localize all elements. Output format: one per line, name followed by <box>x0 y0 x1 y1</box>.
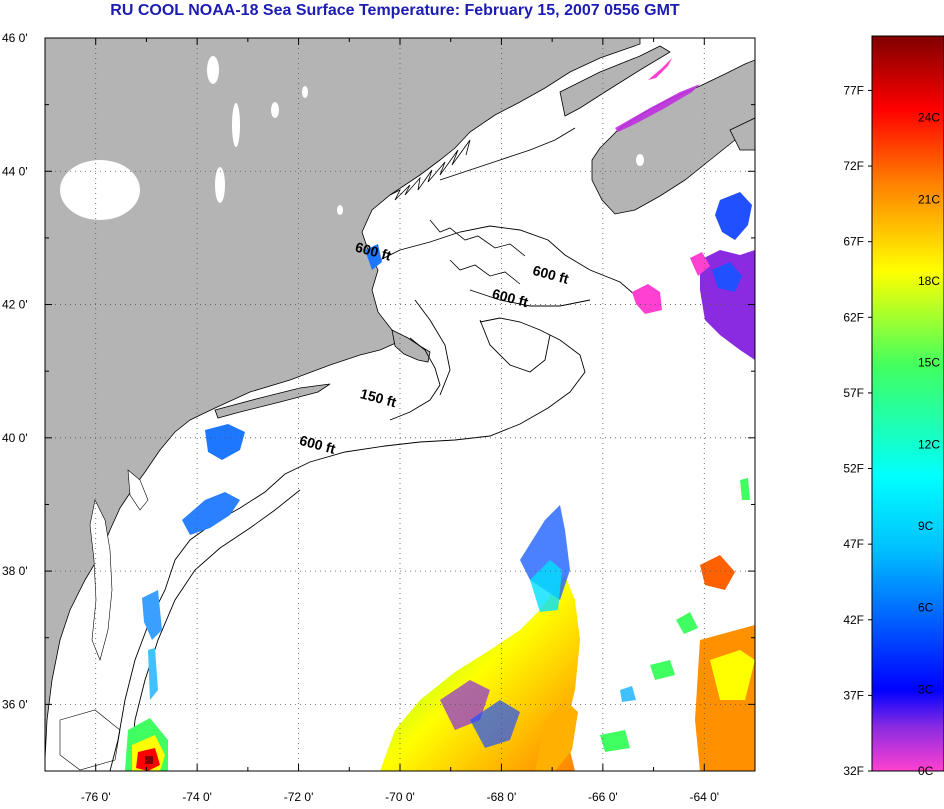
celsius-label: 6C <box>918 601 934 615</box>
longitude-labels: -76 0' -74 0' -72 0' -70 0' -68 0' -66 0' -64 … <box>81 790 719 804</box>
long-island <box>214 383 331 419</box>
fahrenheit-label: 77F <box>843 83 864 97</box>
map-area <box>45 38 755 771</box>
lon-label: -72 0' <box>284 790 314 804</box>
map-title: RU COOL NOAA-18 Sea Surface Temperature:… <box>110 2 680 19</box>
celsius-label: 24C <box>918 111 940 125</box>
fahrenheit-label: 52F <box>843 462 864 476</box>
temperature-color-scale: 77F 72F 67F 62F 57F 52F 47F 42F 37F 32F 24C 21C 18C… <box>843 35 944 778</box>
axis-ticks <box>44 37 756 772</box>
grid-lines <box>45 38 755 771</box>
sst-patch-nj-shelf <box>182 492 240 535</box>
pamlico-sound <box>59 709 121 771</box>
celsius-label: 0C <box>918 764 934 778</box>
celsius-label: 12C <box>918 437 940 451</box>
lon-label: -74 0' <box>182 790 212 804</box>
color-bar <box>871 35 944 772</box>
celsius-label: 15C <box>918 356 940 370</box>
lat-label: 36 0' <box>2 697 28 711</box>
lat-label: 38 0' <box>2 564 28 578</box>
sst-patch-georges-magenta <box>632 284 662 314</box>
sst-patch-virginia <box>142 590 162 640</box>
latitude-labels: 46 0' 44 0' 42 0' 40 0' 38 0' 36 0' <box>2 31 28 711</box>
fahrenheit-label: 72F <box>843 159 864 173</box>
sst-map[interactable]: 46 0' 44 0' 42 0' 40 0' 38 0' 36 0' -76 0' -74… <box>0 0 790 809</box>
sst-patches <box>125 58 755 771</box>
fahrenheit-label: 67F <box>843 235 864 249</box>
sst-patch-gulf-stream <box>380 575 580 771</box>
lat-label: 44 0' <box>2 164 28 178</box>
fahrenheit-label: 47F <box>843 537 864 551</box>
celsius-labels: 24C 21C 18C 15C 12C 9C 6C 3C 0C <box>918 111 940 778</box>
cape-cod <box>391 329 431 363</box>
celsius-label: 21C <box>918 192 940 206</box>
delaware-bay <box>127 469 149 511</box>
lon-label: -76 0' <box>81 790 111 804</box>
lat-label: 46 0' <box>2 31 28 45</box>
sst-patch-fundy <box>615 84 700 132</box>
lakes <box>60 56 644 220</box>
sst-patch-warm-eddy <box>700 555 735 590</box>
sst-patch-boston <box>365 244 382 270</box>
fahrenheit-label: 37F <box>843 688 864 702</box>
fahrenheit-label: 57F <box>843 386 864 400</box>
lat-label: 42 0' <box>2 298 28 312</box>
maine-coast-detail <box>389 139 526 285</box>
lon-label: -68 0' <box>487 790 517 804</box>
fahrenheit-label: 62F <box>843 310 864 324</box>
celsius-label: 9C <box>918 519 934 533</box>
celsius-label: 18C <box>918 274 940 288</box>
fahrenheit-labels: 77F 72F 67F 62F 57F 52F 47F 42F 37F 32F <box>843 83 872 778</box>
chesapeake-bay <box>89 499 113 661</box>
fahrenheit-label: 42F <box>843 613 864 627</box>
sst-patch-ny-bight <box>205 424 245 460</box>
lon-label: -70 0' <box>385 790 415 804</box>
lon-label: -66 0' <box>588 790 618 804</box>
cape-breton <box>729 117 755 151</box>
celsius-label: 3C <box>918 682 934 696</box>
lon-label: -64 0' <box>689 790 719 804</box>
lat-label: 40 0' <box>2 431 28 445</box>
new-brunswick-coast <box>559 45 671 117</box>
fahrenheit-label: 32F <box>843 764 864 778</box>
